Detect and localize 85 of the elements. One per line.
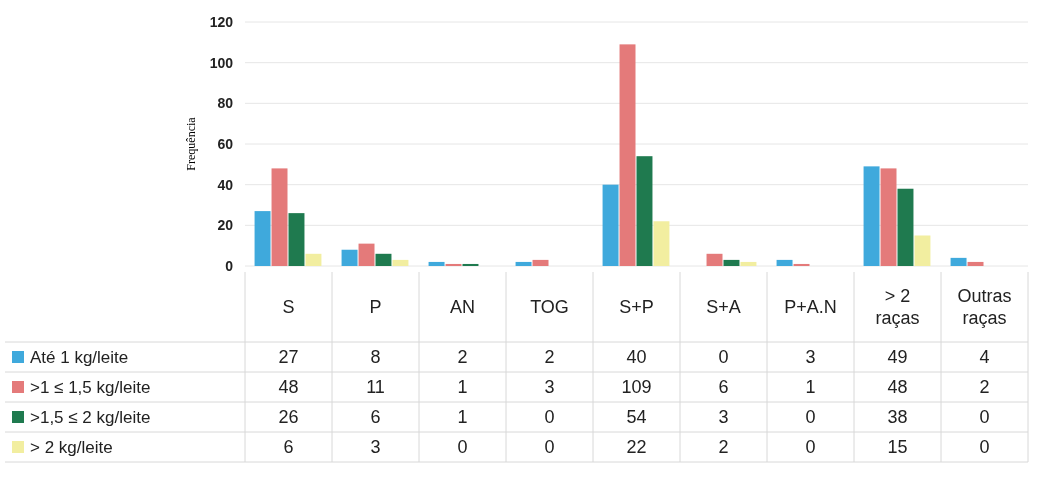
data-label: 6 (370, 407, 381, 427)
bar (515, 261, 532, 266)
data-label: 26 (278, 407, 299, 427)
bar (445, 263, 462, 266)
bar (532, 259, 549, 266)
y-tick-label: 40 (217, 176, 234, 193)
legend-label: >1,5 ≤ 2 kg/leite (30, 408, 151, 427)
bar (636, 156, 653, 266)
data-label: 2 (979, 377, 990, 397)
data-label: 54 (626, 407, 647, 427)
bar (619, 44, 636, 266)
y-tick-label: 120 (209, 13, 234, 30)
data-label: 1 (805, 377, 816, 397)
y-tick-label: 80 (217, 95, 234, 112)
bar (897, 188, 914, 266)
x-tick-label: > 2 raças (875, 286, 920, 328)
bar (358, 243, 375, 266)
data-label: 3 (718, 407, 729, 427)
x-tick-label: S (282, 297, 295, 317)
y-axis-title: Frequência (184, 116, 198, 171)
data-label: 6 (718, 377, 729, 397)
data-label: 22 (626, 437, 647, 457)
bar (271, 168, 288, 266)
data-label: 6 (283, 437, 294, 457)
x-tick-label: P+A.N (784, 297, 837, 317)
bar (254, 211, 271, 266)
data-label: 8 (370, 347, 381, 367)
legend-label: Até 1 kg/leite (30, 348, 129, 367)
bar (305, 253, 322, 266)
bar (914, 235, 931, 266)
x-tick-label: Outras raças (957, 286, 1012, 328)
data-label: 27 (278, 347, 299, 367)
bar (341, 249, 358, 266)
x-tick-label: P (369, 297, 382, 317)
data-label: 2 (544, 347, 555, 367)
bar (950, 257, 967, 266)
legend-label: > 2 kg/leite (30, 438, 113, 457)
x-tick-label: AN (449, 297, 476, 317)
data-label: 0 (544, 437, 555, 457)
x-tick-label: TOG (530, 297, 569, 317)
data-label: 3 (805, 347, 816, 367)
data-label: 109 (621, 377, 652, 397)
data-label: 40 (626, 347, 647, 367)
data-label: 15 (887, 437, 908, 457)
data-label: 0 (805, 407, 816, 427)
data-label: 0 (544, 407, 555, 427)
data-label: 49 (887, 347, 908, 367)
data-label: 3 (370, 437, 381, 457)
data-label: 38 (887, 407, 908, 427)
data-label: 0 (718, 347, 729, 367)
bar (793, 263, 810, 266)
bar (392, 259, 409, 266)
bar (706, 253, 723, 266)
bar (462, 263, 479, 266)
data-label: 2 (718, 437, 729, 457)
y-tick-label: 100 (209, 54, 234, 71)
data-label: 2 (457, 347, 468, 367)
data-label: 11 (366, 377, 385, 397)
x-tick-label: S+A (706, 297, 741, 317)
data-label: 48 (887, 377, 908, 397)
bar (967, 261, 984, 266)
y-tick-label: 60 (217, 135, 234, 152)
data-label: 1 (457, 377, 468, 397)
data-label: 0 (979, 407, 990, 427)
bar (776, 259, 793, 266)
x-tick-label: S+P (619, 297, 654, 317)
y-tick-label: 20 (217, 217, 234, 234)
bar (880, 168, 897, 266)
data-label: 0 (805, 437, 816, 457)
bar (653, 221, 670, 266)
y-tick-label: 0 (225, 257, 234, 274)
data-label: 3 (544, 377, 555, 397)
bar (602, 184, 619, 266)
data-label: 48 (278, 377, 299, 397)
data-label: 1 (457, 407, 468, 427)
data-label: 0 (457, 437, 468, 457)
bar (863, 166, 880, 266)
bar (428, 261, 445, 266)
data-label: 4 (979, 347, 990, 367)
bar (740, 261, 757, 266)
bar (288, 213, 305, 266)
bar (723, 259, 740, 266)
legend-label: >1 ≤ 1,5 kg/leite (30, 378, 151, 397)
bar (375, 253, 392, 266)
data-label: 0 (979, 437, 990, 457)
